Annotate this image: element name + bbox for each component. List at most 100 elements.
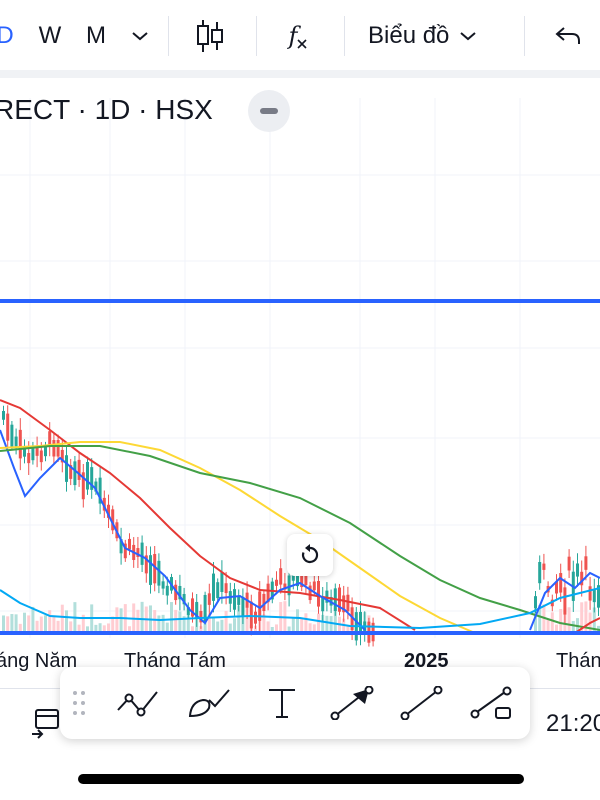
volume-bar [186,614,190,633]
brush-icon [188,689,230,718]
x-axis-label: Tháng Tám [124,650,226,672]
volume-bar [546,619,550,633]
candle-body [592,589,596,603]
candle-body [35,447,39,456]
candle-body [123,543,127,559]
candle-body [107,504,110,518]
volume-bar [571,621,575,633]
volume-bar [65,610,68,633]
candle-body [291,573,295,581]
volume-bar [266,621,270,633]
volume-bar [254,625,257,633]
candle-body [325,590,329,603]
candle-body [266,583,270,603]
x-axis-label: Thán [556,650,600,672]
candle-body [149,555,152,585]
candle-body [140,542,144,565]
volume-bar [555,624,558,633]
candle-body [81,472,85,500]
candle-body [27,453,31,464]
volume-bar [216,621,220,633]
drag-handle-icon[interactable] [72,689,86,717]
ma-line-yellow [0,441,476,634]
volume-bar [35,620,39,633]
candle-body [136,548,140,557]
volume-bar [245,607,249,633]
toolbar-divider [0,70,600,78]
candle-body [48,431,52,448]
candle-body [262,593,266,612]
ray-line-tool[interactable] [398,681,446,725]
interval-m-button[interactable]: M [86,22,106,49]
text-icon [269,689,295,718]
candle-body [308,585,312,601]
volume-bar [157,615,161,633]
symbol-legend[interactable]: RECT · 1D · HSX [0,94,213,125]
volume-bar [207,614,211,633]
candle-body [588,586,592,601]
date-range-icon[interactable] [30,706,70,742]
volume-bar [10,614,14,633]
extended-line-icon [470,686,512,719]
brush-tool[interactable] [186,681,234,725]
volume-bar [161,614,165,633]
candle-body [111,509,115,531]
candle-body [220,571,224,592]
candle-body [534,596,537,609]
volume-bar [233,618,236,633]
volume-bar [304,613,308,633]
interval-d-button[interactable]: D [0,22,14,49]
ray-line-icon [400,686,443,720]
candle-body [249,601,253,629]
volume-bar [275,624,278,633]
moving-averages [0,399,600,634]
volume-bar [312,624,316,633]
toolbar-separator [524,16,525,56]
volume-bar [325,615,329,633]
volume-bar [115,607,119,633]
ma-line-red-right [574,617,600,634]
volume-bar [538,605,542,633]
undo-icon [555,27,580,44]
chart-style-button[interactable] [192,16,228,56]
volume-bar [111,616,115,633]
home-indicator [78,774,524,784]
candle-body [312,581,316,591]
arrow-tool[interactable] [328,681,376,725]
candle-body [538,561,542,584]
reset-chart-button[interactable] [287,534,333,576]
volume-bar [567,607,571,633]
trend-line-polyline-tool[interactable] [114,681,162,725]
volume-bar [580,602,584,633]
interval-w-button[interactable]: W [38,22,62,49]
undo-button[interactable] [548,16,588,56]
extended-line-tool[interactable] [468,681,516,725]
volume-bar [77,624,81,633]
candle-body [258,591,262,621]
candle-body [203,594,207,622]
text-tool[interactable] [258,681,306,725]
candle-body [207,593,211,605]
candle-body [359,611,362,635]
candle-body [576,563,579,577]
more-intervals-button[interactable] [126,16,154,56]
ma-line-red [0,399,416,631]
legend-collapse-button[interactable] [248,90,290,132]
candlestick-icon [197,20,223,52]
volume-bar [241,617,245,633]
function-subscript-icon [297,39,308,49]
volume-bar [86,626,89,633]
volume-bar [136,609,140,633]
price-chart[interactable] [0,78,600,690]
candle-body [182,593,186,605]
ma-line-blue-right [529,571,600,631]
chart-type-button[interactable]: Biểu đồ [368,16,498,56]
candle-body [178,585,182,600]
volume-bar [291,617,295,633]
indicators-button[interactable]: f [280,16,316,56]
candle-body [287,575,291,596]
candle-body [14,436,18,447]
candle-body [73,461,77,486]
candle-body [128,538,131,550]
volume-bar [69,621,73,633]
